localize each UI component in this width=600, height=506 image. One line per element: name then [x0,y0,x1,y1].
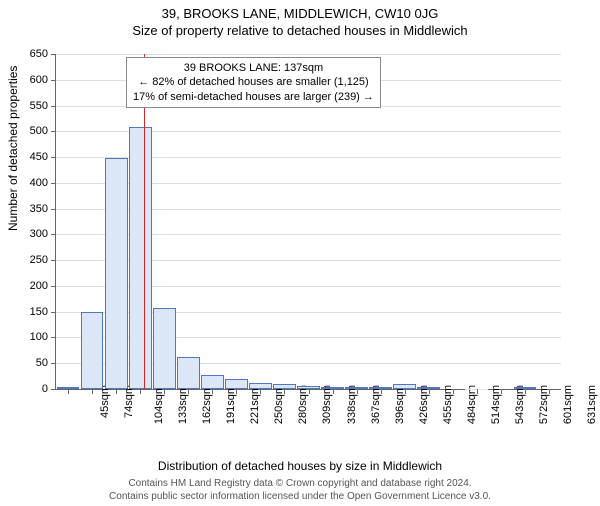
y-tick [51,260,56,261]
footer-line-1: Contains HM Land Registry data © Crown c… [0,478,600,491]
y-tick [51,234,56,235]
histogram-bar [81,312,104,389]
y-tick-label: 300 [8,228,48,240]
x-tick [309,389,310,394]
histogram-bar [201,375,224,389]
plot-region: 0501001502002503003504004505005506006504… [55,54,561,390]
y-tick [51,106,56,107]
page-subtitle: Size of property relative to detached ho… [0,23,600,38]
callout-line-2: ← 82% of detached houses are smaller (1,… [133,75,374,89]
x-tick [236,389,237,394]
x-tick [477,389,478,394]
y-tick [51,286,56,287]
y-tick [51,157,56,158]
y-tick [51,312,56,313]
y-tick-label: 200 [8,280,48,292]
y-tick-label: 500 [8,125,48,137]
x-tick [284,389,285,394]
callout-line-1: 39 BROOKS LANE: 137sqm [133,61,374,75]
histogram-bar [129,127,152,389]
y-tick [51,389,56,390]
x-tick [501,389,502,394]
y-tick [51,363,56,364]
histogram-bar [177,357,200,389]
y-tick [51,337,56,338]
y-tick-label: 400 [8,177,48,189]
x-tick [525,389,526,394]
x-tick [188,389,189,394]
y-tick-label: 350 [8,203,48,215]
footer-line-2: Contains public sector information licen… [0,491,600,504]
y-tick [51,209,56,210]
x-tick [260,389,261,394]
x-tick-label: 45sqm [99,385,111,418]
gridline [56,54,561,55]
x-tick [164,389,165,394]
y-tick-label: 450 [8,151,48,163]
x-tick [92,389,93,394]
y-tick [51,131,56,132]
x-tick [381,389,382,394]
y-tick-label: 250 [8,254,48,266]
callout-line-3: 17% of semi-detached houses are larger (… [133,90,374,104]
x-tick [453,389,454,394]
x-tick [68,389,69,394]
x-tick-label: 601sqm [562,385,574,424]
histogram-bar [153,308,176,389]
x-tick [140,389,141,394]
x-tick [212,389,213,394]
y-tick-label: 600 [8,74,48,86]
y-tick [51,54,56,55]
y-tick-label: 650 [8,48,48,60]
y-tick-label: 550 [8,100,48,112]
x-tick [116,389,117,394]
y-tick-label: 150 [8,306,48,318]
x-tick [357,389,358,394]
histogram-bar [225,379,248,389]
histogram-bar [105,158,128,389]
x-tick [429,389,430,394]
page-title-address: 39, BROOKS LANE, MIDDLEWICH, CW10 0JG [0,6,600,21]
y-tick-label: 100 [8,331,48,343]
chart-area: 0501001502002503003504004505005506006504… [55,54,580,414]
x-tick [405,389,406,394]
x-tick [333,389,334,394]
marker-callout: 39 BROOKS LANE: 137sqm ← 82% of detached… [126,57,381,108]
y-tick-label: 0 [8,383,48,395]
x-tick-label: 631sqm [586,385,598,424]
x-tick [549,389,550,394]
y-tick [51,80,56,81]
y-tick-label: 50 [8,357,48,369]
footer-attribution: Contains HM Land Registry data © Crown c… [0,478,600,503]
y-tick [51,183,56,184]
x-axis-label: Distribution of detached houses by size … [0,459,600,473]
x-tick-label: 74sqm [123,385,135,418]
